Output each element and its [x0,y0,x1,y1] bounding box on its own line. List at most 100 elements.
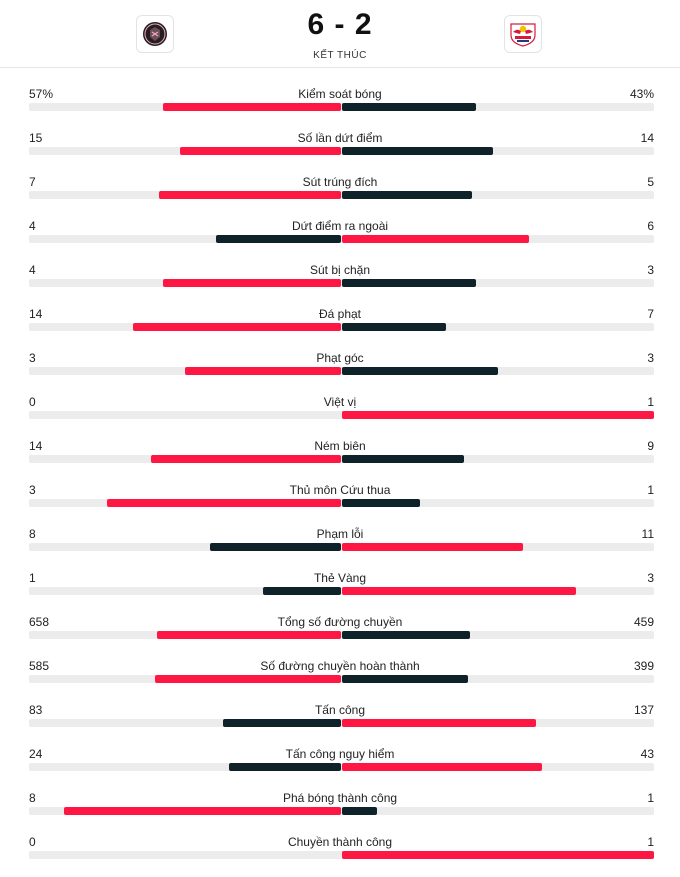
stat-row: 3 Phạt góc 3 [0,351,680,395]
stat-bar-track [29,807,654,815]
stat-row: 8 Phá bóng thành công 1 [0,791,680,835]
stat-away-value: 3 [647,571,654,585]
stat-row: 14 Ném biên 9 [0,439,680,483]
stat-bar-home [163,103,341,111]
stat-away-value: 6 [647,219,654,233]
stat-away-value: 5 [647,175,654,189]
stat-bar-home [155,675,341,683]
stat-home-value: 0 [29,395,36,409]
stat-row: 4 Sút bị chặn 3 [0,263,680,307]
stat-bar-away [342,851,654,859]
stat-label: Việt vị [323,395,357,409]
away-team-logo[interactable] [504,15,542,53]
inter-miami-crest-icon [143,22,167,46]
match-header: 6 - 2 KẾT THÚC [0,0,680,68]
stat-row: 57% Kiểm soát bóng 43% [0,87,680,131]
stat-home-value: 3 [29,351,36,365]
stat-row: 8 Phạm lỗi 11 [0,527,680,571]
stat-row: 0 Việt vị 1 [0,395,680,439]
stat-label: Số lần dứt điểm [297,131,383,145]
match-score: 6 - 2 [307,8,373,41]
stat-bar-home [151,455,341,463]
match-status: KẾT THÚC [313,50,367,61]
stat-row: 14 Đá phạt 7 [0,307,680,351]
stat-bar-home [229,763,341,771]
stat-bar-track [29,191,654,199]
stat-home-value: 1 [29,571,36,585]
stat-bar-away [342,807,377,815]
stat-bar-home [107,499,341,507]
stat-away-value: 3 [647,351,654,365]
stat-bar-track [29,323,654,331]
stat-label: Số đường chuyền hoàn thành [260,659,420,673]
stat-away-value: 43 [640,747,654,761]
home-team-logo[interactable] [136,15,174,53]
stat-bar-track [29,103,654,111]
stat-bar-track [29,147,654,155]
stat-bar-track [29,631,654,639]
stat-home-value: 57% [29,87,54,101]
stat-away-value: 14 [640,131,654,145]
stat-bar-away [342,763,542,771]
stat-bar-away [342,587,576,595]
stat-bar-track [29,587,654,595]
stat-bar-away [342,367,498,375]
stat-home-value: 0 [29,835,36,849]
stat-home-value: 14 [29,307,43,321]
stat-away-value: 7 [647,307,654,321]
stat-bar-home [133,323,341,331]
stat-away-value: 1 [647,395,654,409]
stat-bar-away [342,147,493,155]
stat-away-value: 1 [647,483,654,497]
stat-bar-track [29,279,654,287]
stat-bar-home [159,191,341,199]
stat-row: 0 Chuyền thành công 1 [0,835,680,877]
stat-bar-track [29,411,654,419]
stat-bar-home [223,719,341,727]
stat-bar-away [342,103,476,111]
stat-bar-home [263,587,341,595]
stat-bar-away [342,323,446,331]
stat-home-value: 658 [29,615,50,629]
stat-label: Tấn công [314,703,366,717]
stat-label: Chuyền thành công [287,835,393,849]
stat-bar-away [342,279,476,287]
stat-row: 15 Số lần dứt điểm 14 [0,131,680,175]
stat-label: Phạt góc [316,351,364,365]
stat-home-value: 14 [29,439,43,453]
stat-home-value: 24 [29,747,43,761]
stat-bar-away [342,411,654,419]
stat-bar-home [180,147,341,155]
stat-away-value: 459 [633,615,654,629]
stat-bar-away [342,719,536,727]
stat-label: Phạm lỗi [316,527,364,541]
stat-bar-track [29,367,654,375]
stat-home-value: 7 [29,175,36,189]
stat-bar-home [163,279,341,287]
stat-bar-track [29,235,654,243]
stat-away-value: 137 [633,703,654,717]
red-bulls-crest-icon [510,23,536,47]
stat-bar-track [29,719,654,727]
stat-bar-track [29,763,654,771]
stat-away-value: 399 [633,659,654,673]
stat-label: Ném biên [314,439,366,453]
stat-row: 24 Tấn công nguy hiểm 43 [0,747,680,791]
stat-home-value: 8 [29,527,36,541]
stat-away-value: 11 [641,527,654,541]
stat-bar-track [29,675,654,683]
stat-label: Tổng số đường chuyền [277,615,403,629]
stat-label: Sút bị chặn [309,263,371,277]
stat-bar-home [210,543,341,551]
stat-row: 83 Tấn công 137 [0,703,680,747]
stat-label: Sút trúng đích [302,175,378,189]
stat-bar-track [29,499,654,507]
stat-away-value: 43% [629,87,654,101]
stat-label: Phá bóng thành công [282,791,398,805]
stat-bar-home [157,631,341,639]
stat-away-value: 3 [647,263,654,277]
stat-bar-away [342,235,529,243]
stat-bar-away [342,455,464,463]
stat-row: 4 Dứt điểm ra ngoài 6 [0,219,680,263]
stat-home-value: 585 [29,659,50,673]
